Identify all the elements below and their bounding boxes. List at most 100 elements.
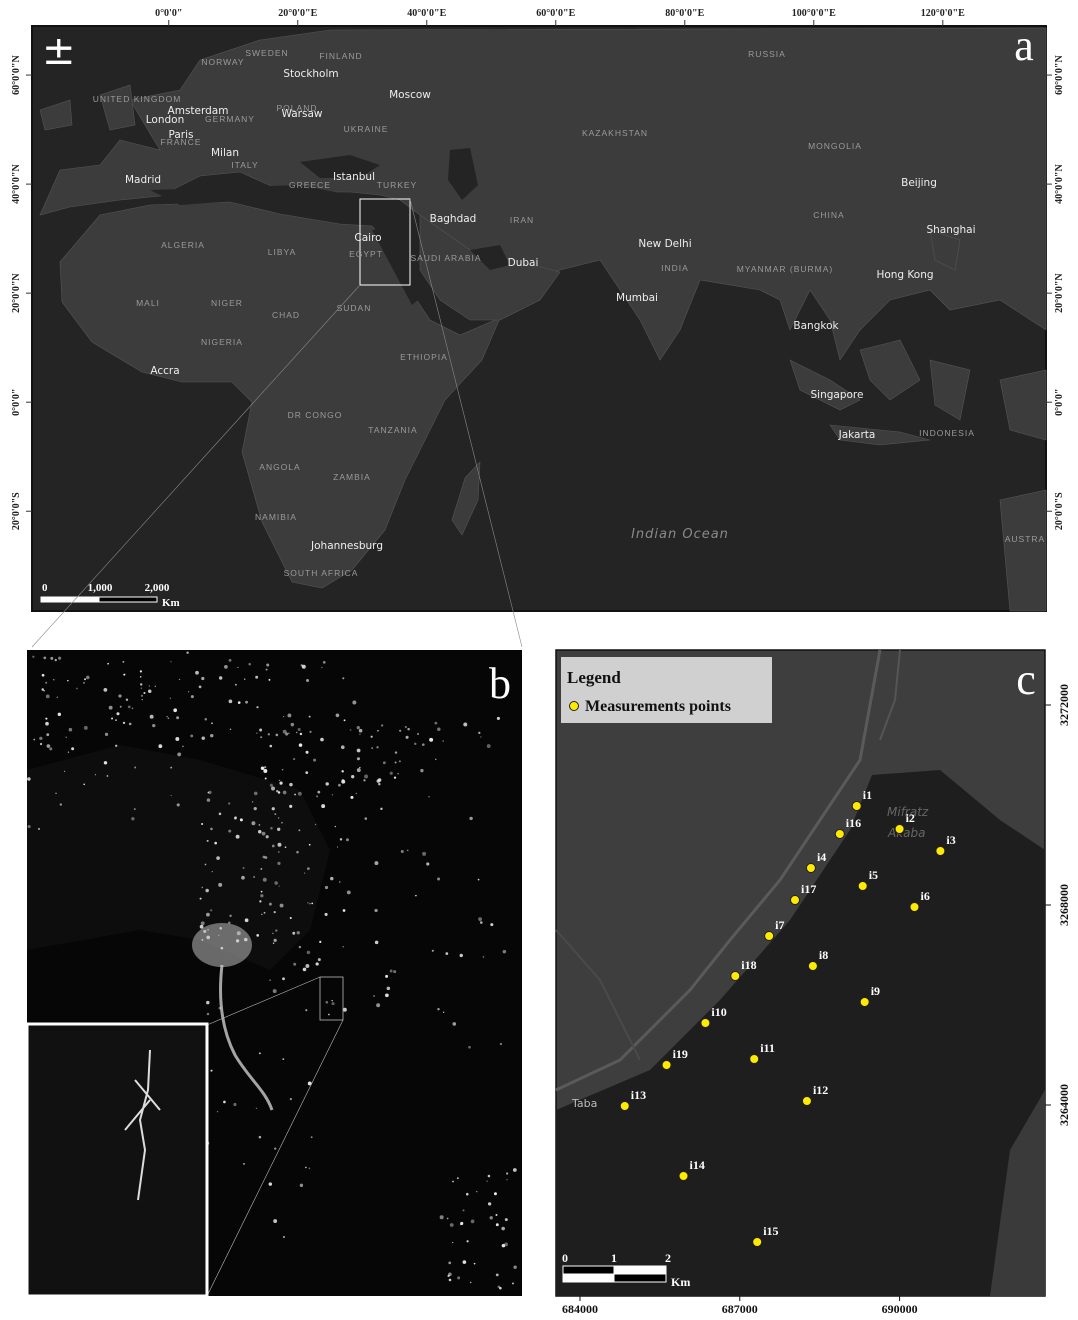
- light: [343, 719, 346, 722]
- light: [131, 817, 135, 821]
- city-label: Bangkok: [793, 320, 839, 332]
- x-tick-label: 684000: [562, 1302, 598, 1316]
- scale-label: 0: [42, 582, 48, 594]
- lat-tick-label: 20°0'0"N: [11, 273, 22, 313]
- lat-tick-label: 20°0'0"S: [11, 492, 22, 530]
- country-label: SOUTH AFRICA: [284, 568, 359, 578]
- road: [555, 649, 882, 1092]
- city-label: Milan: [211, 147, 239, 159]
- panel-letter: c: [1016, 655, 1036, 704]
- measurement-point: [700, 1018, 711, 1028]
- light: [340, 745, 345, 750]
- light: [313, 758, 317, 762]
- scale-unit: Km: [671, 1275, 690, 1289]
- light: [506, 1172, 509, 1175]
- light: [296, 850, 299, 854]
- light: [499, 1042, 503, 1046]
- lat-tick-label: 60°0'0"N: [1054, 55, 1065, 95]
- light: [264, 777, 267, 780]
- light: [466, 1240, 469, 1243]
- light: [170, 766, 173, 769]
- measurement-point: [909, 902, 920, 912]
- light: [104, 732, 109, 736]
- light: [448, 1278, 452, 1282]
- light: [211, 722, 213, 725]
- light: [449, 1223, 454, 1227]
- light: [67, 751, 70, 753]
- light: [405, 735, 409, 739]
- light: [190, 734, 194, 738]
- light: [27, 777, 31, 781]
- light: [206, 798, 211, 802]
- scale-bar: [562, 1273, 615, 1283]
- measurement-point: [935, 846, 946, 856]
- light: [201, 676, 205, 681]
- country-label: TANZANIA: [368, 425, 417, 435]
- light: [298, 743, 303, 747]
- light: [281, 821, 283, 824]
- light: [459, 953, 463, 958]
- light: [272, 932, 274, 935]
- light: [261, 831, 266, 836]
- light: [258, 830, 262, 834]
- light: [437, 727, 441, 731]
- light: [428, 795, 430, 798]
- light: [266, 663, 270, 667]
- light: [356, 768, 361, 773]
- light: [131, 707, 134, 710]
- country-label: SWEDEN: [245, 48, 288, 58]
- light: [306, 950, 311, 955]
- light: [237, 701, 241, 704]
- light: [237, 666, 239, 669]
- light: [297, 791, 302, 796]
- light: [37, 827, 41, 831]
- light: [279, 903, 284, 908]
- lon-tick-label: 20°0'0"E: [278, 8, 317, 19]
- light: [224, 665, 228, 669]
- scale-label: 2,000: [145, 582, 170, 594]
- light: [262, 877, 267, 882]
- measurement-point: [805, 863, 816, 873]
- light: [376, 1003, 381, 1008]
- light: [201, 736, 205, 740]
- light: [76, 687, 78, 690]
- light: [290, 722, 295, 727]
- light: [305, 1009, 308, 1012]
- light: [45, 694, 50, 699]
- light: [152, 723, 156, 728]
- country-label: FINLAND: [319, 51, 362, 61]
- country-label: MONGOLIA: [808, 141, 862, 151]
- country-label: FRANCE: [161, 137, 202, 147]
- light: [330, 876, 334, 881]
- light: [376, 746, 379, 749]
- light: [67, 679, 69, 682]
- country-label: EGYPT: [349, 249, 383, 259]
- light: [324, 885, 329, 890]
- light: [178, 678, 181, 681]
- scale-bar: [613, 1273, 667, 1283]
- light: [32, 655, 35, 658]
- measurement-point: [851, 801, 862, 811]
- point-label: i12: [813, 1083, 828, 1097]
- country-label: NIGER: [211, 298, 243, 308]
- light: [296, 931, 300, 935]
- point-label: i7: [775, 918, 784, 932]
- zoom-line: [206, 976, 321, 1026]
- country-label: TURKEY: [377, 180, 417, 190]
- light: [260, 894, 264, 898]
- light: [139, 670, 143, 673]
- light: [206, 1000, 210, 1005]
- measurement-point: [764, 931, 775, 941]
- light: [127, 705, 131, 709]
- point-label: i6: [920, 889, 929, 903]
- light: [33, 738, 36, 741]
- lon-tick-label: 80°0'0"E: [665, 8, 704, 19]
- light: [364, 817, 368, 820]
- light: [429, 737, 434, 742]
- light: [292, 931, 296, 935]
- lat-tick-label: 0°0'0": [11, 389, 22, 416]
- panel-c: Legend Measurements points c Taba Mifratz…: [555, 649, 1046, 1297]
- city-label: Paris: [169, 129, 194, 141]
- light: [43, 690, 45, 692]
- country-label: SAUDI ARABIA: [410, 253, 481, 263]
